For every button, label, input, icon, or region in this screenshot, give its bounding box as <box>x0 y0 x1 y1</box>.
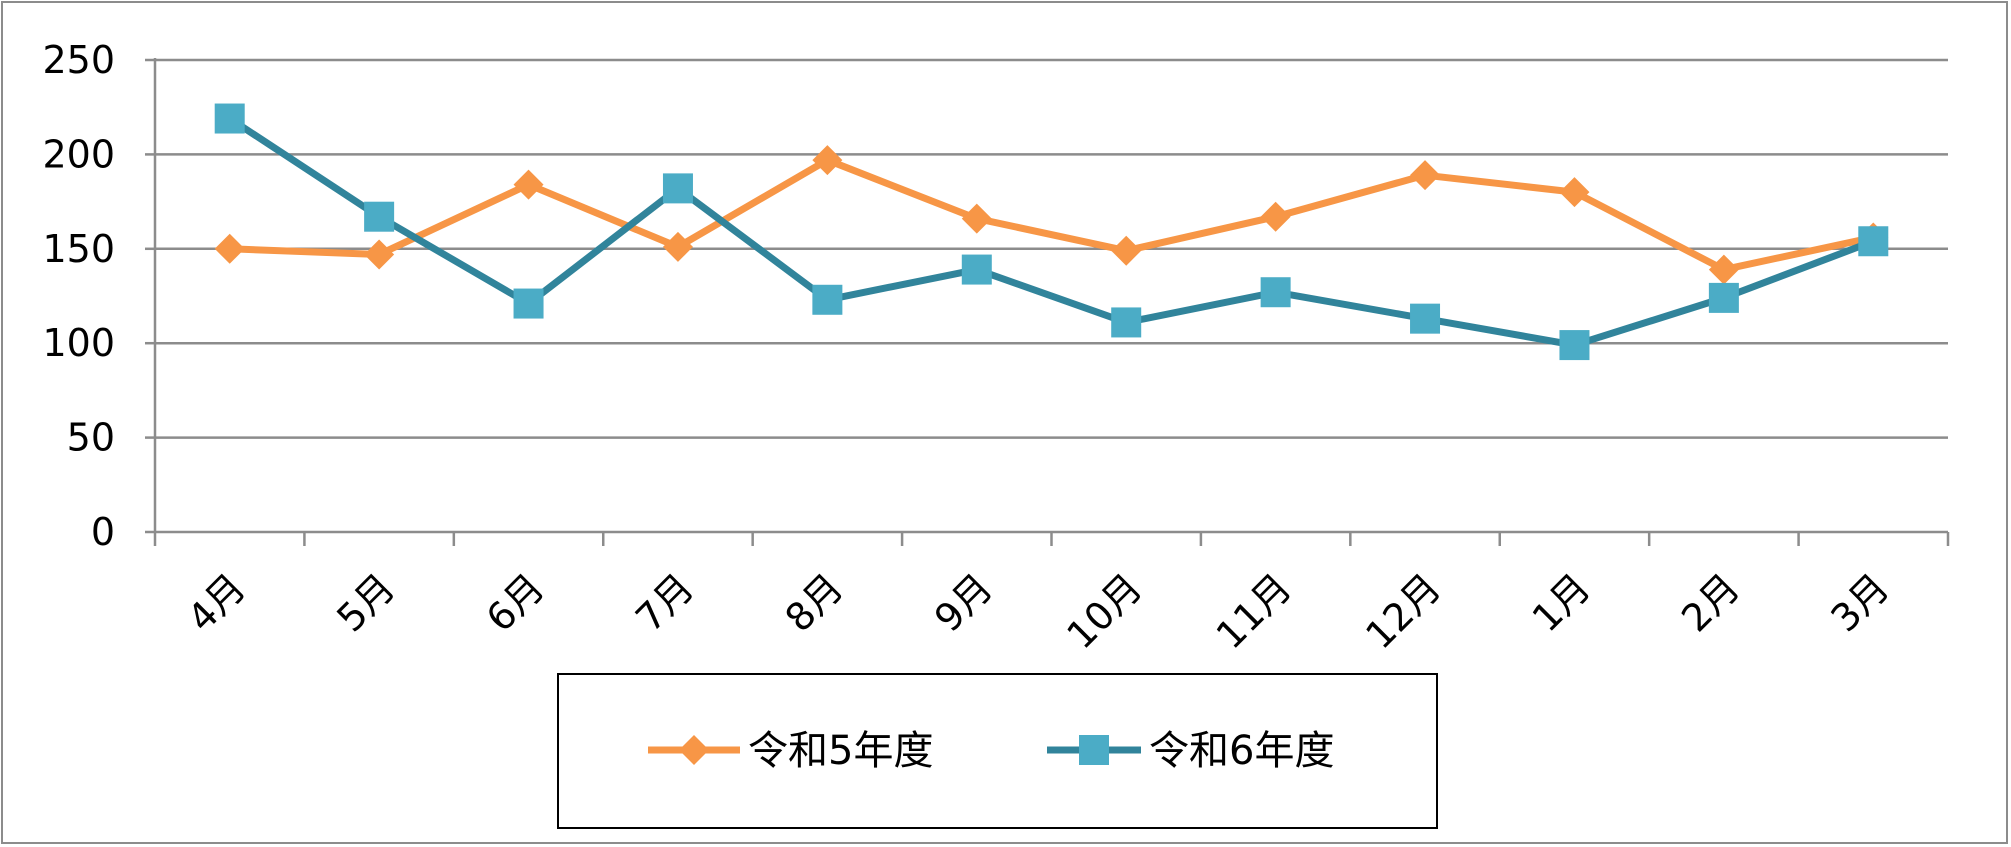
data-point <box>812 145 843 176</box>
series-2 <box>214 103 1889 361</box>
legend: 令和5年度 令和6年度 <box>557 673 1438 829</box>
data-point <box>513 169 544 200</box>
data-point <box>1559 177 1590 208</box>
data-point <box>1410 160 1441 191</box>
x-tick-label: 1月 <box>1524 565 1599 640</box>
legend-item: 令和5年度 <box>648 728 933 774</box>
data-point <box>364 239 395 270</box>
data-point <box>812 284 843 315</box>
x-tick-label: 12月 <box>1357 565 1449 657</box>
legend-label: 令和6年度 <box>1149 728 1334 774</box>
data-point <box>1559 330 1590 361</box>
x-tick-label: 4月 <box>179 565 254 640</box>
data-point <box>1708 282 1739 313</box>
legend-marker <box>1079 735 1109 765</box>
x-tick-labels: 4月 5月 6月 7月 8月 9月 10月 11月 12月 1月 2月 3月 <box>179 565 1898 657</box>
y-tick-label: 100 <box>42 321 115 365</box>
series-line <box>229 156 1875 274</box>
x-tick-label: 9月 <box>926 565 1001 640</box>
data-point <box>1111 307 1142 338</box>
data-point <box>662 173 693 204</box>
data-point <box>1111 235 1142 266</box>
data-point <box>364 201 395 232</box>
y-tick-label: 50 <box>67 416 115 460</box>
x-tick-label: 2月 <box>1673 565 1748 640</box>
x-tick-label: 8月 <box>777 565 852 640</box>
legend-item: 令和6年度 <box>1047 728 1334 774</box>
x-tick-label: 11月 <box>1208 565 1300 657</box>
y-tick-label: 0 <box>91 510 115 554</box>
axes <box>145 58 1950 546</box>
x-tick-label: 5月 <box>328 565 403 640</box>
data-point <box>961 203 992 234</box>
data-point <box>662 231 693 262</box>
data-point <box>214 233 245 264</box>
data-point <box>1260 201 1291 232</box>
legend-marker <box>679 735 709 765</box>
data-point <box>513 288 544 319</box>
legend-label: 令和5年度 <box>748 728 933 774</box>
series-line <box>227 115 1875 349</box>
data-point <box>1858 226 1889 257</box>
data-point <box>214 103 245 134</box>
gridlines <box>155 58 1948 439</box>
y-tick-label: 150 <box>42 227 115 271</box>
y-tick-labels: 0 50 100 150 200 250 <box>42 38 115 554</box>
x-tick-label: 10月 <box>1058 565 1150 657</box>
x-tick-label: 7月 <box>627 565 702 640</box>
x-tick-label: 3月 <box>1823 565 1898 640</box>
data-point <box>1708 254 1739 285</box>
y-tick-label: 250 <box>42 38 115 82</box>
x-tick-label: 6月 <box>478 565 553 640</box>
data-point <box>1410 303 1441 334</box>
y-tick-label: 200 <box>42 132 115 176</box>
series-group <box>214 103 1889 361</box>
data-point <box>1260 277 1291 308</box>
data-point <box>961 254 992 285</box>
